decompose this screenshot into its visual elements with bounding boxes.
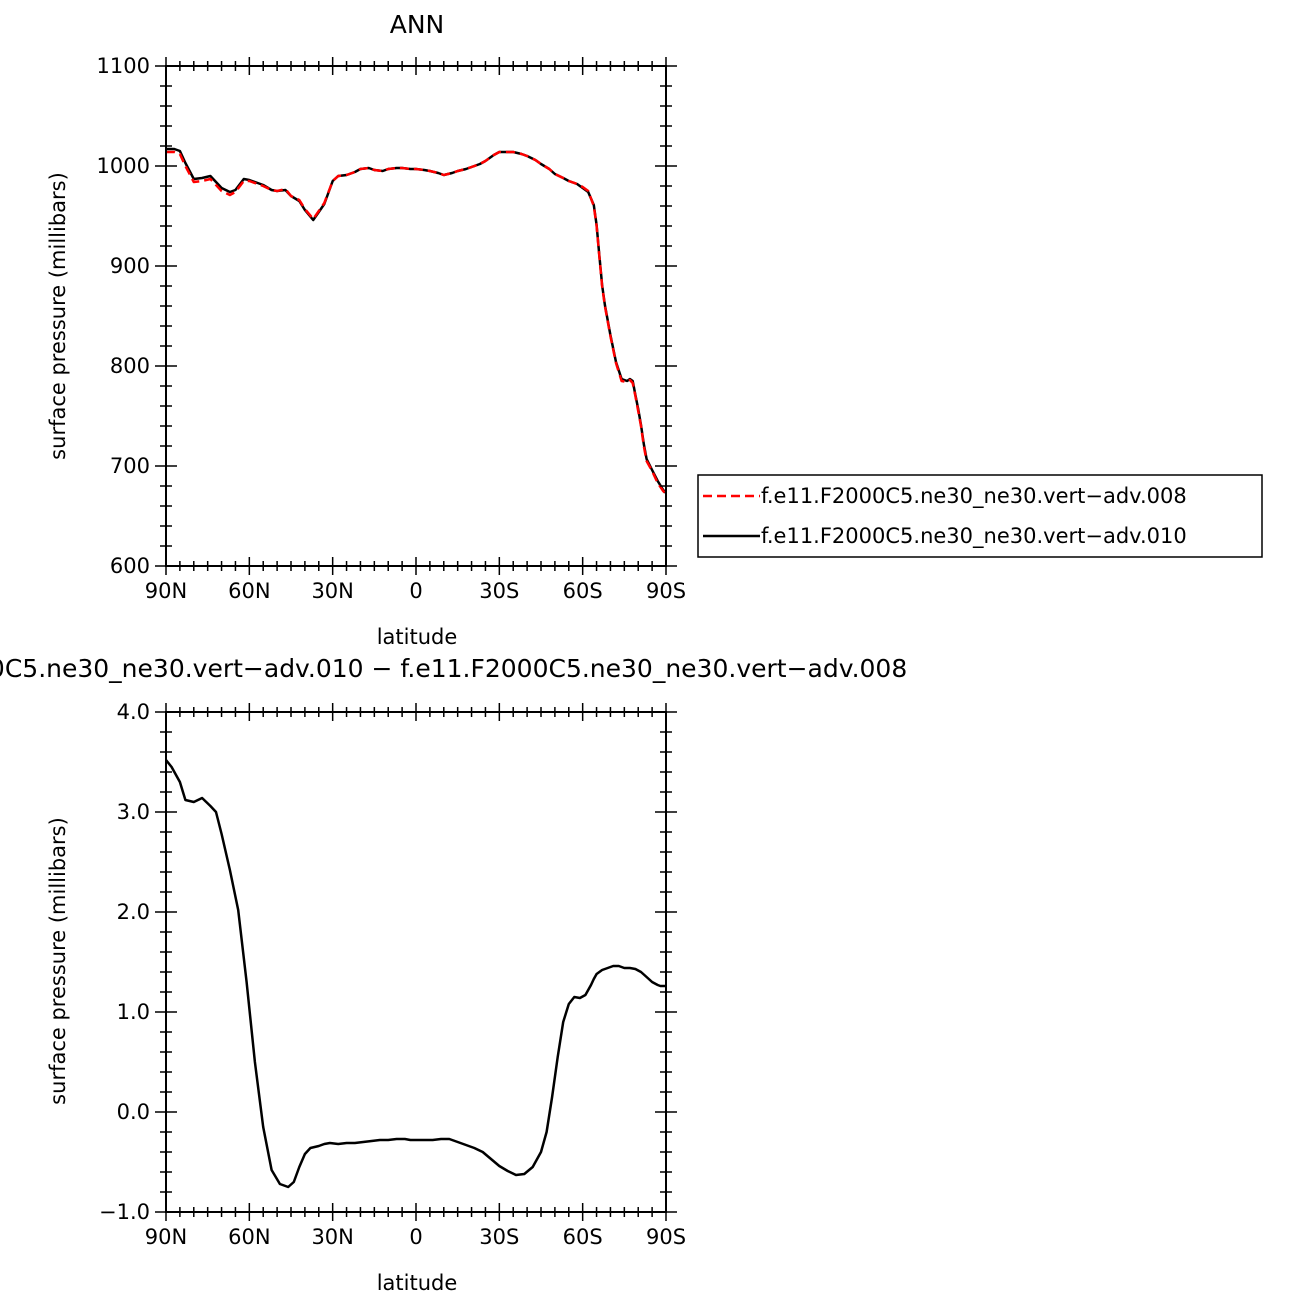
bottom-y-axis-title: surface pressure (millibars) [46,817,70,1105]
bottom-x-tick-label: 0 [409,1225,422,1249]
legend: f.e11.F2000C5.ne30_ne30.vert−adv.008 f.e… [697,474,1263,558]
top-y-tick-label: 1000 [97,154,150,178]
top-y-axis-title: surface pressure (millibars) [46,172,70,460]
bottom-x-tick-label: 90N [145,1225,187,1249]
bottom-x-axis-title: latitude [377,1271,458,1295]
top-x-tick-label: 60S [563,579,603,603]
bottom-series-line-0 [165,759,666,1189]
top-panel: ANN 90N 60N 30N 0 30S 60S 90S 600 700 800 900 1000 1… [46,10,686,649]
top-x-tick-label: 60N [228,579,270,603]
top-y-tick-label: 1100 [97,54,150,78]
legend-box [697,474,1263,558]
top-plot-area: 90N 60N 30N 0 30S 60S 90S 600 700 800 900 1000 1100 [97,54,686,603]
bottom-x-tick-label: 90S [646,1225,686,1249]
top-x-tick-label: 30N [311,579,353,603]
bottom-panel: f.e11.F2000C5.ne30_ne30.vert−adv.010 − f… [0,654,907,1295]
top-x-tick-label: 90N [145,579,187,603]
top-x-axis-title: latitude [377,625,458,649]
bottom-y-tick-label: 1.0 [117,1000,150,1024]
top-x-tick-label: 90S [646,579,686,603]
bottom-x-tick-label: 60S [563,1225,603,1249]
bottom-y-tick-label: 3.0 [117,800,150,824]
top-y-tick-label: 600 [110,554,150,578]
bottom-x-tick-label: 30N [311,1225,353,1249]
bottom-plot-title: f.e11.F2000C5.ne30_ne30.vert−adv.010 − f… [0,654,907,683]
legend-entry-010: f.e11.F2000C5.ne30_ne30.vert−adv.010 [761,524,1187,549]
bottom-y-tick-label: 0.0 [117,1100,150,1124]
top-y-tick-label: 800 [110,354,150,378]
top-y-tick-label: 900 [110,254,150,278]
top-series-line-0 [166,150,667,495]
bottom-plot-frame [165,711,667,1213]
bottom-x-tick-label: 30S [479,1225,519,1249]
top-x-tick-label: 30S [479,579,519,603]
bottom-y-tick-label: −1.0 [99,1200,150,1224]
legend-entry-008: f.e11.F2000C5.ne30_ne30.vert−adv.008 [761,484,1187,509]
top-plot-frame [165,65,667,567]
bottom-y-tick-label: 4.0 [117,700,150,724]
bottom-x-tick-label: 60N [228,1225,270,1249]
top-plot-title: ANN [390,10,445,39]
bottom-y-tick-label: 2.0 [117,900,150,924]
top-y-tick-label: 700 [110,454,150,478]
bottom-plot-area: 90N 60N 30N 0 30S 60S 90S −1.0 0.0 1.0 2.0 3.0 4.0 [99,700,686,1249]
top-x-tick-label: 0 [409,579,422,603]
